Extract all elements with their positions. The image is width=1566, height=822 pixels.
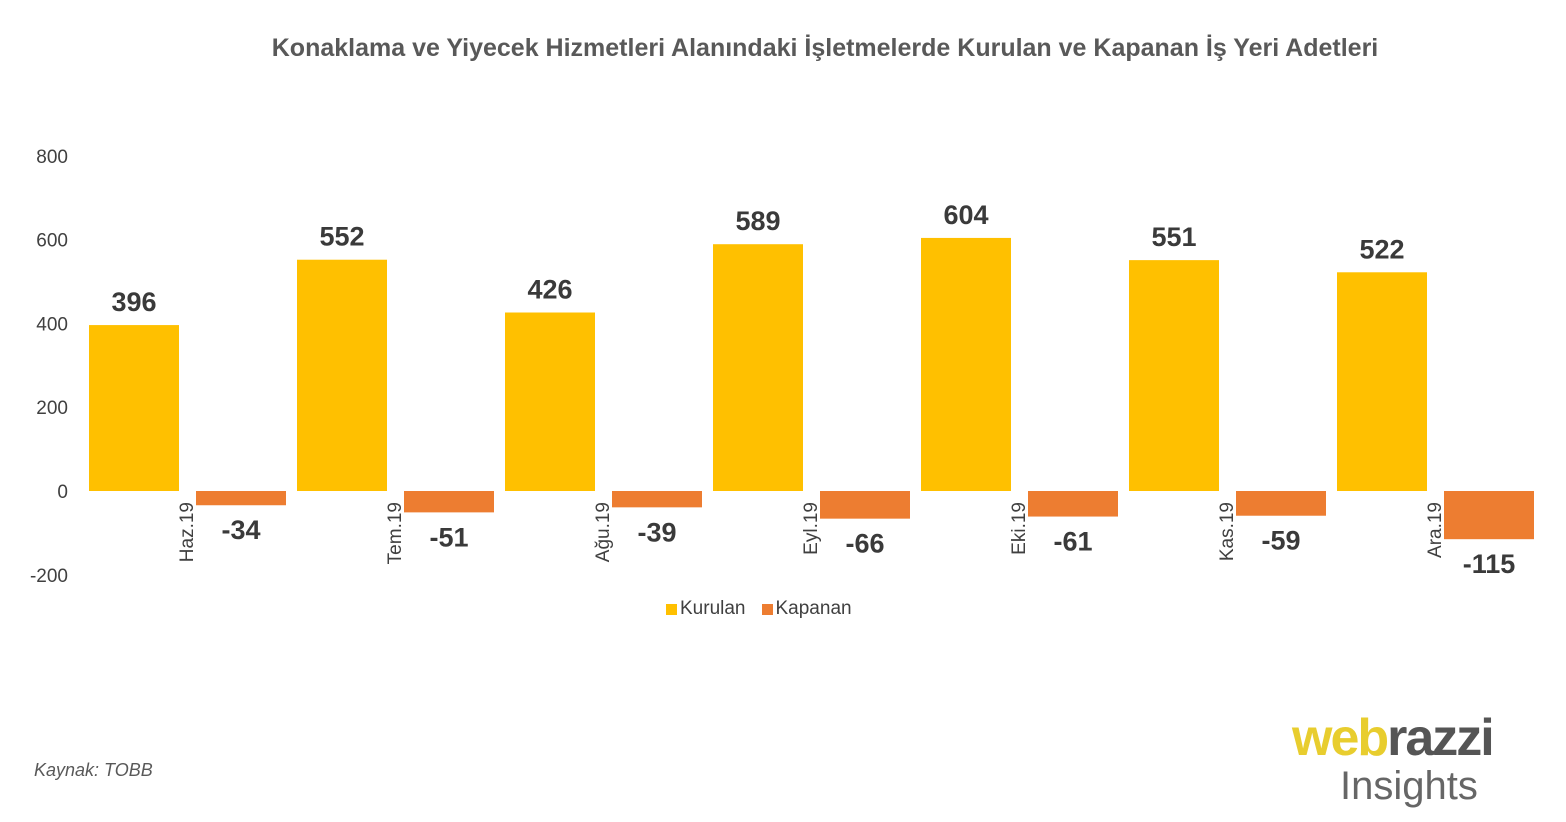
bar-kapanan: [1444, 491, 1534, 540]
data-label-kapanan: -51: [429, 522, 468, 552]
bar-kapanan: [1236, 491, 1326, 516]
bar-kurulan: [297, 259, 387, 491]
legend-swatch-kurulan: [666, 603, 677, 615]
bar-kurulan: [713, 244, 803, 491]
y-tick-label: 400: [36, 314, 68, 335]
bar-kapanan: [196, 491, 286, 506]
legend-item-kurulan: Kurulan: [666, 598, 746, 620]
logo-wordmark: webrazzi: [1292, 712, 1552, 764]
y-tick-label: 200: [36, 398, 68, 419]
legend-item-kapanan: Kapanan: [761, 598, 852, 620]
data-label-kapanan: -61: [1053, 527, 1092, 557]
bar-kapanan: [404, 491, 494, 513]
data-label-kurulan: 552: [319, 222, 364, 252]
logo-insights-text: Insights: [1340, 764, 1478, 808]
bar-kurulan: [89, 325, 179, 491]
bar-kurulan: [1129, 260, 1219, 491]
source-note: Kaynak: TOBB: [34, 760, 153, 780]
logo-razzi-text: razzi: [1387, 709, 1495, 767]
y-tick-label: 800: [36, 147, 68, 168]
legend-label-kapanan: Kapanan: [775, 598, 852, 619]
data-label-kapanan: -59: [1261, 526, 1300, 556]
data-label-kapanan: -39: [637, 517, 676, 547]
data-label-kurulan: 551: [1151, 222, 1196, 252]
x-tick-label: Ara.19: [1425, 502, 1446, 558]
x-tick-label: Kas.19: [1217, 502, 1238, 561]
bar-chart: 800 600 400 200 0 -200 396 -34 Haz.19 552 -51 Tem.1…: [30, 147, 1534, 587]
bar-kapanan: [820, 491, 910, 519]
x-tick-label: Ağu.19: [593, 502, 614, 562]
bar-kurulan: [921, 237, 1011, 491]
data-label-kapanan: -115: [1463, 549, 1516, 579]
data-label-kurulan: 589: [735, 206, 780, 236]
logo-web-text: web: [1292, 709, 1389, 767]
x-tick-label: Eyl.19: [801, 502, 822, 555]
x-tick-label: Haz.19: [177, 502, 198, 562]
data-label-kurulan: 522: [1359, 234, 1404, 264]
x-tick-label: Eki.19: [1009, 502, 1030, 555]
y-tick-label: -200: [30, 566, 68, 587]
data-label-kapanan: -34: [221, 515, 260, 545]
data-label-kurulan: 396: [111, 287, 156, 317]
bar-kurulan: [505, 312, 595, 491]
legend-swatch-kapanan: [761, 603, 773, 615]
x-tick-label: Tem.19: [385, 502, 406, 564]
y-tick-label: 0: [57, 482, 68, 503]
bar-kurulan: [1337, 272, 1427, 491]
legend-label-kurulan: Kurulan: [680, 598, 746, 619]
data-label-kapanan: -66: [845, 529, 884, 559]
bar-kapanan: [1028, 491, 1118, 517]
data-label-kurulan: 426: [527, 275, 572, 305]
bar-kapanan: [612, 491, 702, 508]
legend: Kurulan Kapanan: [666, 598, 868, 620]
webrazzi-insights-logo: webrazzi Insights: [1292, 712, 1552, 808]
data-label-kurulan: 604: [943, 200, 988, 230]
chart-title: Konaklama ve Yiyecek Hizmetleri Alanında…: [271, 34, 1379, 62]
y-tick-label: 600: [36, 231, 68, 252]
